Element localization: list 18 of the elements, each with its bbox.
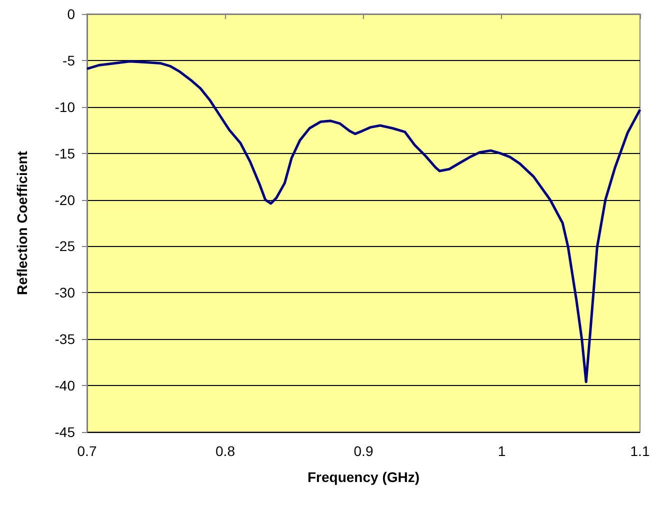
y-axis-title: Reflection Coefficient [14,150,30,295]
y-tick-label: -10 [54,98,76,115]
y-tick-label: -20 [54,192,76,208]
line-series [86,60,642,384]
y-tick-label: -35 [54,331,76,348]
x-axis-title: Frequency (GHz) [307,469,420,485]
y-tick-label: -30 [54,284,76,301]
y-tick-label: -25 [54,238,76,254]
y-tick-label: 0 [67,6,76,22]
y-tick-label: -45 [54,424,76,440]
x-tick-label: 1.1 [630,443,650,459]
x-tick-label: 1 [498,443,506,459]
y-tick-label: -15 [54,145,76,162]
x-tick-label: 0.9 [354,443,374,459]
y-tick-label: -40 [54,378,76,394]
y-tick-label: -5 [62,52,76,68]
x-tick-label: 0.8 [216,443,236,459]
x-tick-label: 0.7 [77,443,97,459]
